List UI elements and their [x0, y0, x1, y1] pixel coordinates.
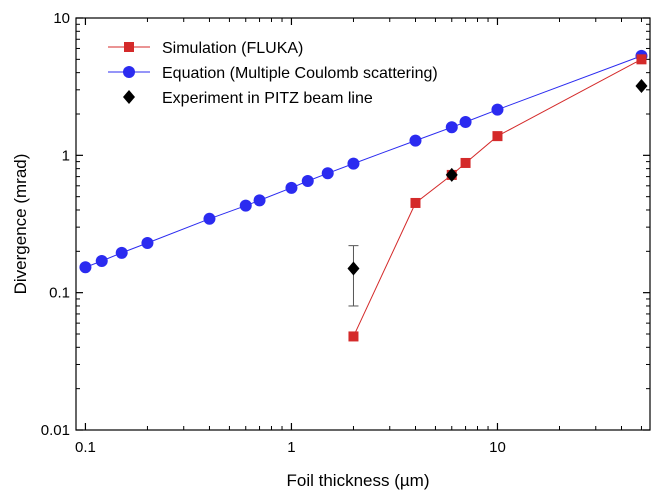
data-point: [301, 175, 314, 188]
y-tick-label: 10: [53, 10, 70, 27]
legend: Simulation (FLUKA) Equation (Multiple Cou…: [108, 40, 438, 107]
data-point: [636, 54, 647, 65]
x-tick-label: 0.1: [75, 439, 96, 456]
legend-item: Experiment in PITZ beam line: [123, 90, 373, 107]
data-point: [239, 199, 252, 212]
plot-frame: [75, 17, 651, 431]
data-point: [410, 197, 421, 208]
data-point: [460, 157, 471, 168]
y-axis: 0.01 0.1 1 10: [41, 10, 650, 439]
series-1: [79, 49, 648, 274]
data-point: [79, 261, 92, 274]
x-axis: 0.1 1 10: [75, 18, 642, 456]
series-line: [353, 58, 642, 337]
plot-border: [75, 17, 651, 431]
legend-label: Equation (Multiple Coulomb scattering): [162, 65, 438, 82]
data-point: [115, 246, 128, 259]
data-point: [347, 261, 360, 276]
legend-item: Equation (Multiple Coulomb scattering): [108, 65, 438, 82]
data-point: [141, 236, 154, 249]
y-tick-label: 1: [62, 147, 70, 164]
data-point: [492, 131, 503, 142]
series-line: [85, 55, 642, 268]
data-point: [445, 167, 458, 182]
series-layer: [79, 49, 648, 342]
data-point: [491, 103, 504, 116]
series-0: [348, 54, 647, 342]
data-point: [321, 167, 334, 180]
legend-marker: [124, 42, 134, 52]
legend-item: Simulation (FLUKA): [108, 40, 303, 57]
data-point: [95, 255, 108, 268]
data-point: [445, 121, 458, 134]
legend-marker: [123, 66, 135, 78]
legend-label: Simulation (FLUKA): [162, 40, 303, 57]
legend-label: Experiment in PITZ beam line: [162, 90, 373, 107]
legend-marker: [123, 90, 135, 104]
series-2: [347, 78, 648, 307]
data-point: [409, 134, 422, 147]
data-point: [203, 212, 216, 225]
data-point: [285, 181, 298, 194]
data-point: [635, 78, 648, 93]
y-axis-title: Divergence (mrad): [11, 154, 30, 295]
x-tick-label: 10: [489, 439, 506, 456]
data-point: [253, 194, 266, 207]
y-tick-label: 0.1: [49, 285, 70, 302]
x-axis-title: Foil thickness (µm): [287, 471, 430, 490]
data-point: [459, 115, 472, 128]
data-point: [347, 157, 360, 170]
x-tick-label: 1: [287, 439, 295, 456]
y-tick-label: 0.01: [41, 422, 70, 439]
data-point: [348, 331, 359, 342]
